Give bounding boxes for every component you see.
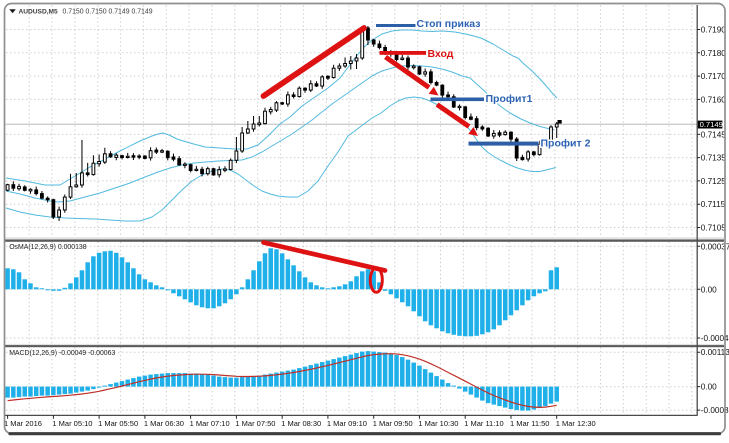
svg-text:0.7180: 0.7180 [701, 49, 726, 58]
svg-text:1 Mar 09:10: 1 Mar 09:10 [327, 419, 367, 428]
svg-text:0.00: 0.00 [701, 383, 717, 392]
svg-text:0.00113: 0.00113 [701, 348, 729, 357]
svg-text:Стоп приказ: Стоп приказ [417, 18, 481, 30]
svg-text:Профит1: Профит1 [486, 93, 533, 105]
svg-text:0.7105: 0.7105 [701, 224, 726, 233]
svg-text:1 Mar 05:50: 1 Mar 05:50 [98, 419, 138, 428]
svg-text:-0.00043: -0.00043 [701, 334, 729, 343]
svg-text:0.00: 0.00 [701, 285, 717, 294]
svg-text:0.7170: 0.7170 [701, 72, 726, 81]
svg-text:1 Mar 11:10: 1 Mar 11:10 [464, 419, 503, 428]
svg-text:0.7190: 0.7190 [701, 26, 726, 35]
svg-text:Вход: Вход [428, 48, 454, 60]
svg-text:Профит 2: Профит 2 [541, 137, 591, 149]
svg-text:1 Mar 09:50: 1 Mar 09:50 [373, 419, 413, 428]
svg-text:0.00037: 0.00037 [701, 242, 729, 251]
svg-text:0.7115: 0.7115 [701, 200, 726, 209]
svg-text:0.7149: 0.7149 [700, 120, 723, 129]
svg-text:1 Mar 2016: 1 Mar 2016 [4, 419, 42, 428]
svg-text:1 Mar 08:30: 1 Mar 08:30 [281, 419, 321, 428]
svg-text:1 Mar 07:10: 1 Mar 07:10 [190, 419, 230, 428]
svg-text:0.7145: 0.7145 [701, 130, 726, 139]
svg-text:0.7160: 0.7160 [701, 95, 726, 104]
svg-text:1 Mar 05:10: 1 Mar 05:10 [52, 419, 92, 428]
svg-text:1 Mar 11:50: 1 Mar 11:50 [510, 419, 549, 428]
svg-text:1 Mar 07:50: 1 Mar 07:50 [235, 419, 275, 428]
svg-text:1 Mar 12:30: 1 Mar 12:30 [556, 419, 596, 428]
svg-text:OsMA(12,26,9) 0.000138: OsMA(12,26,9) 0.000138 [9, 244, 87, 251]
svg-text:0.7150 0.7150 0.7149 0.7149: 0.7150 0.7150 0.7149 0.7149 [63, 9, 153, 16]
svg-text:1 Mar 10:30: 1 Mar 10:30 [418, 419, 458, 428]
svg-text:-0.0008: -0.0008 [701, 406, 729, 415]
svg-text:0.7135: 0.7135 [701, 154, 726, 163]
svg-text:1 Mar 06:30: 1 Mar 06:30 [144, 419, 184, 428]
svg-text:MACD(12,26,9) -0.00049 -0.0006: MACD(12,26,9) -0.00049 -0.00063 [9, 350, 115, 357]
svg-text:AUDUSD,M5: AUDUSD,M5 [19, 9, 59, 16]
svg-text:0.7125: 0.7125 [701, 177, 726, 186]
